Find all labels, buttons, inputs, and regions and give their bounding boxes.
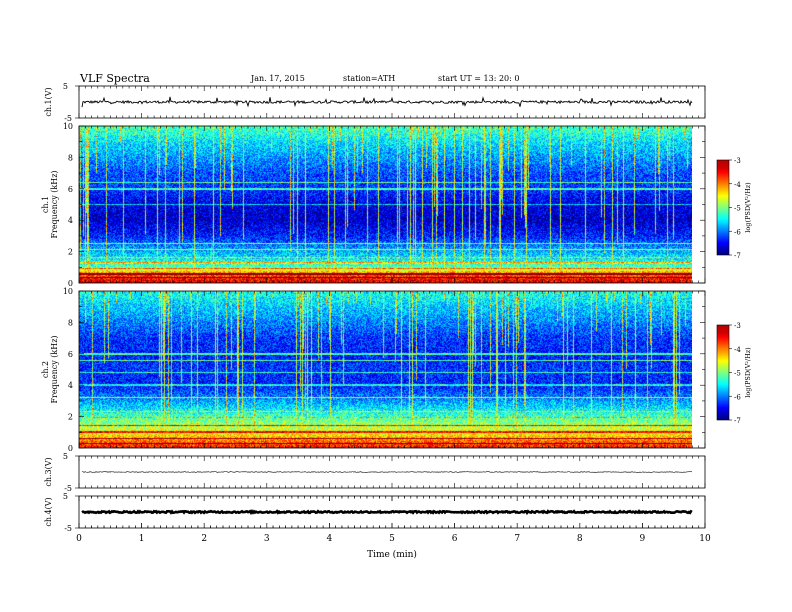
y-tick-label: 8 xyxy=(68,153,73,162)
y-axis-label-channel: ch.1 xyxy=(41,196,50,213)
x-ticks-axis xyxy=(78,496,706,528)
x-tick-label: 8 xyxy=(577,534,583,544)
spectrogram-image-ch1-spectrum xyxy=(79,126,692,283)
y-tick-label: 5 xyxy=(63,82,68,91)
colorbar-tick-label: -6 xyxy=(734,393,741,401)
y-tick-label: 6 xyxy=(68,185,73,194)
x-ticks-1 xyxy=(78,126,706,283)
x-tick-label: 0 xyxy=(76,534,82,544)
x-tick-label: 9 xyxy=(640,534,646,544)
colorbar-tick-label: -6 xyxy=(734,228,741,236)
colorbar-tick-label: -5 xyxy=(734,205,741,213)
y-tick-label: -5 xyxy=(64,114,72,123)
colorbar-tick-label: -4 xyxy=(734,346,741,354)
colorbar-tick-label: -7 xyxy=(734,417,741,425)
y-axis-label: ch.3(V) xyxy=(44,457,53,486)
x-tick-label: 7 xyxy=(514,534,520,544)
y-tick-label: 5 xyxy=(63,452,68,461)
colorbar-ch1-spectrum xyxy=(717,160,729,255)
x-axis-label: Time (min) xyxy=(367,549,417,560)
y-axis-label-channel: ch.2 xyxy=(41,361,50,378)
y-tick-label: 6 xyxy=(68,350,73,359)
colorbar-label: log(PSD(V²/Hz) xyxy=(744,347,752,398)
start-time-label: start UT = 13: 20: 0 xyxy=(438,74,520,83)
figure-title: VLF Spectra xyxy=(80,72,150,85)
colorbar-label: log(PSD(V²/Hz) xyxy=(744,182,752,233)
signal-trace-ch1 xyxy=(81,96,693,108)
x-tick-label: 6 xyxy=(452,534,458,544)
x-ticks-3 xyxy=(78,456,706,488)
date-label: Jan. 17, 2015 xyxy=(251,74,305,83)
y-axis-label: ch.4(V) xyxy=(44,497,53,526)
y-tick-label: 0 xyxy=(68,444,73,453)
x-tick-label: 5 xyxy=(389,534,395,544)
y-tick-label: -5 xyxy=(64,484,72,493)
colorbar-tick-label: -3 xyxy=(734,157,741,165)
y-tick-label: 5 xyxy=(63,492,68,501)
y-tick-label: 10 xyxy=(63,122,73,131)
x-tick-label: 2 xyxy=(201,534,207,544)
colorbar-tick-label: -7 xyxy=(734,252,741,260)
x-ticks-2 xyxy=(78,291,706,448)
station-label: station=ATH xyxy=(343,74,396,83)
colorbar-tick-label: -4 xyxy=(734,181,741,189)
spectrogram-image-ch2-spectrum xyxy=(79,291,692,448)
signal-trace-ch4 xyxy=(81,508,693,516)
x-tick-label: 1 xyxy=(139,534,145,544)
signal-trace-ch3 xyxy=(81,471,693,473)
y-tick-label: 10 xyxy=(63,287,73,296)
y-tick-label: 2 xyxy=(68,413,73,422)
colorbar-ch2-spectrum xyxy=(717,325,729,420)
y-tick-label: 4 xyxy=(68,381,73,390)
y-tick-label: 8 xyxy=(68,318,73,327)
y-axis-label-frequency: Frequency (kHz) xyxy=(50,335,59,403)
y-tick-label: 4 xyxy=(68,216,73,225)
colorbar-tick-label: -5 xyxy=(734,370,741,378)
y-axis-label: ch.1(V) xyxy=(44,87,53,116)
x-tick-label: 10 xyxy=(699,534,711,544)
y-tick-label: -5 xyxy=(64,524,72,533)
colorbar-tick-label: -3 xyxy=(734,322,741,330)
y-tick-label: 2 xyxy=(68,248,73,257)
x-ticks-0 xyxy=(78,86,706,118)
y-tick-label: 0 xyxy=(68,279,73,288)
x-tick-label: 3 xyxy=(264,534,270,544)
x-tick-label: 4 xyxy=(327,534,333,544)
y-axis-label-frequency: Frequency (kHz) xyxy=(50,170,59,238)
